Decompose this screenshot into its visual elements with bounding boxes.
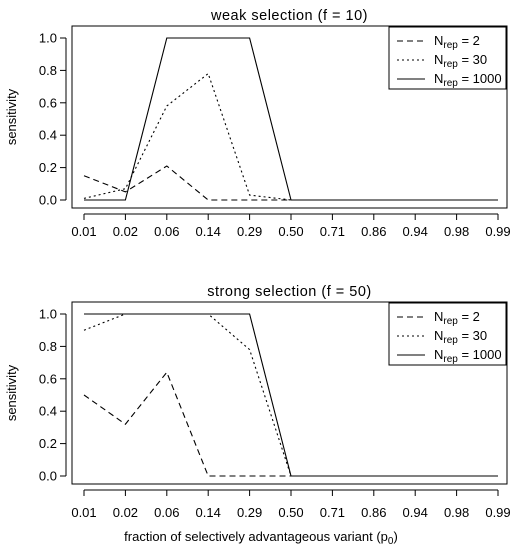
panel-2-x-tick-label-7: 0.86 [361,505,386,520]
panel-2-y-tick-label-4: 0.8 [39,339,57,354]
panel-2-y-tick-label-1: 0.2 [39,436,57,451]
panel-1-legend-label-2: Nrep = 30 [434,52,487,70]
panel-2-x-tick-label-4: 0.29 [237,505,262,520]
panel-1-x-tick-label-9: 0.98 [444,224,469,239]
panel-2-series-line-3 [84,313,498,477]
panel-1-x-tick-label-2: 0.06 [154,224,179,239]
panel-2-x-tick-label-1: 0.02 [113,505,138,520]
panel-1-x-tick-label-4: 0.29 [237,224,262,239]
panel-1-title: weak selection (f = 10) [210,8,368,24]
panel-1-y-tick-label-0: 0.0 [39,193,57,208]
panel-2-title: strong selection (f = 50) [207,284,371,300]
panel-1-y-tick-label-5: 1.0 [39,31,57,46]
panel-1-series-line-2 [83,72,498,201]
panel-1-x-tick-label-5: 0.50 [278,224,303,239]
panel-1-series-line-1 [83,165,498,201]
panel-1-x-tick-label-6: 0.71 [320,224,345,239]
panel-2-legend-label-1: Nrep = 2 [434,309,480,327]
panel-1-y-axis-label: sensitivity [4,88,19,145]
panel-2-y-tick-label-3: 0.6 [39,371,57,386]
panel-2-x-tick-label-8: 0.94 [403,505,428,520]
panel-1-y-tick-label-3: 0.6 [39,95,57,110]
panel-2-y-tick-label-5: 1.0 [39,307,57,322]
x-axis-label: fraction of selectively advantageous var… [124,529,398,547]
panel-1-legend-label-3: Nrep = 1000 [434,71,502,89]
panel-1-x-tick-label-7: 0.86 [361,224,386,239]
panel-1-x-tick-label-10: 0.99 [485,224,510,239]
panel-2-x-tick-label-6: 0.71 [320,505,345,520]
panel-2: strong selection (f = 50) 0.0 0.2 0.4 0.6 0.8… [4,284,511,520]
panel-2-y-tick-label-2: 0.4 [39,404,57,419]
panel-1-y-tick-label-4: 0.8 [39,63,57,78]
panel-2-x-tick-label-0: 0.01 [71,505,96,520]
panel-2-legend-label-2: Nrep = 30 [434,328,487,346]
panel-1-plot-frame [71,25,508,209]
panel-2-x-tick-label-5: 0.50 [278,505,303,520]
panel-2-plot-frame [71,301,508,485]
panel-1-legend-label-1: Nrep = 2 [434,33,480,51]
panel-1-x-tick-label-1: 0.02 [113,224,138,239]
panel-1-legend-box [388,26,507,90]
panel-2-series-line-1 [83,371,498,477]
panel-1-x-tick-label-3: 0.14 [196,224,221,239]
panel-1-x-tick-label-8: 0.94 [403,224,428,239]
panel-2-x-tick-label-9: 0.98 [444,505,469,520]
panel-2-x-tick-label-10: 0.99 [485,505,510,520]
panel-1-series-line-3 [84,37,498,201]
panel-1: weak selection (f = 10) 0.0 0.2 0.4 0.6 0.8 1.… [4,8,511,239]
panel-2-x-tick-label-2: 0.06 [154,505,179,520]
panel-2-x-tick-label-3: 0.14 [196,505,221,520]
panel-2-y-axis-label: sensitivity [4,364,19,421]
panel-2-legend-label-3: Nrep = 1000 [434,347,502,365]
panel-1-y-tick-label-1: 0.2 [39,160,57,175]
panel-2-y-tick-label-0: 0.0 [39,469,57,484]
panel-1-y-tick-label-2: 0.4 [39,128,57,143]
panel-1-x-tick-label-0: 0.01 [71,224,96,239]
